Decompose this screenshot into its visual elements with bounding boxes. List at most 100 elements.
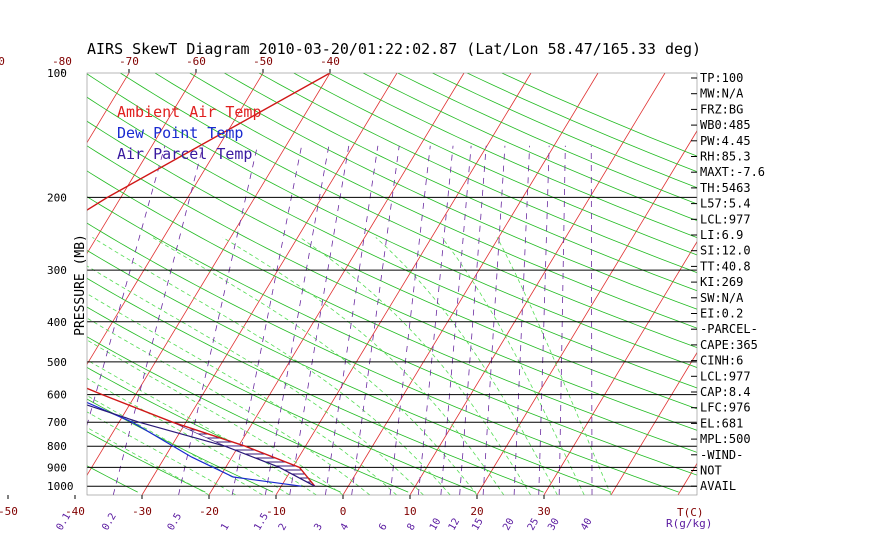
mixing-ratio-label: 2 — [277, 522, 290, 533]
stat-label: -WIND- — [700, 448, 743, 462]
bottom-tick-label: -40 — [65, 505, 85, 518]
isotherm-line — [342, 73, 599, 495]
bottom-tick-label: 20 — [470, 505, 483, 518]
dry-adiabat-line — [87, 120, 697, 410]
stats-panel: TP:100MW:N/AFRZ:BGWB0:485PW:4.45RH:85.3M… — [691, 71, 765, 493]
stat-label: WB0:485 — [700, 118, 751, 132]
stat-label: MPL:500 — [700, 432, 751, 446]
sounding-series — [87, 73, 331, 487]
mixing-ratio-label: 0.5 — [166, 511, 185, 532]
pressure-label: 500 — [47, 356, 67, 369]
top-tick-label: -50 — [253, 55, 273, 68]
isotherm-line — [208, 73, 465, 495]
stat-label: MW:N/A — [700, 87, 744, 101]
bottom-tick-label: 10 — [403, 505, 416, 518]
chart-title: AIRS SkewT Diagram 2010-03-20/01:22:02.8… — [87, 40, 701, 58]
pressure-label: 1000 — [47, 480, 74, 493]
stat-label: AVAIL — [700, 479, 736, 493]
mixing-ratio-lines — [87, 145, 593, 495]
isotherm-line — [543, 241, 697, 495]
dry-adiabat-line — [363, 73, 697, 221]
stat-label: TT:40.8 — [700, 259, 751, 273]
isobar-lines — [87, 196, 697, 487]
stat-label: LI:6.9 — [700, 228, 743, 242]
top-temp-ticks: -120-110-100-90-80-70-60-50-40 — [0, 55, 340, 73]
stat-label: RH:85.3 — [700, 150, 751, 164]
pressure-label: 600 — [47, 389, 67, 402]
dry-adiabat-line — [87, 196, 697, 476]
pressure-label: 700 — [47, 416, 67, 429]
pressure-label: 400 — [47, 316, 67, 329]
moist-adiabat-line — [87, 265, 424, 495]
legend-ambient-air-temp: Ambient Air Temp — [117, 103, 262, 121]
bottom-tick-label: -50 — [0, 505, 18, 518]
mixing-ratio-line — [417, 145, 454, 495]
cape-hatched-area — [172, 421, 316, 487]
bottom-tick-label: -30 — [132, 505, 152, 518]
stat-label: CAP:8.4 — [700, 385, 751, 399]
mixing-ratio-label: 40 — [579, 517, 595, 533]
moist-adiabat-line — [87, 293, 397, 495]
dry-adiabat-line — [328, 73, 697, 239]
moist-adiabat-line — [87, 395, 263, 495]
dry-adiabat-line — [397, 73, 697, 205]
bottom-tick-label: -20 — [199, 505, 219, 518]
pressure-label: 900 — [47, 461, 67, 474]
stat-label: -PARCEL- — [700, 322, 758, 336]
mixing-ratio-label: 0.2 — [100, 511, 119, 532]
y-axis-label: PRESSURE (MB) — [73, 234, 88, 336]
stat-label: CAPE:365 — [700, 338, 758, 352]
legend: Ambient Air Temp Dew Point Temp Air Parc… — [117, 103, 262, 163]
moist-adiabat-line — [87, 411, 237, 495]
dry-adiabat-line — [224, 73, 697, 292]
mixing-ratio-label: 3 — [312, 522, 325, 533]
pressure-axis-labels: 100 200 300 400 500 600 700 800 900 1000 — [47, 67, 74, 493]
mixing-ratio-line — [482, 145, 506, 495]
mixing-ratio-line — [440, 145, 472, 495]
pressure-label: 200 — [47, 191, 67, 204]
pressure-label: 100 — [47, 67, 67, 80]
mixing-ratio-label: 6 — [377, 522, 390, 533]
dry-adiabat-line — [87, 96, 697, 389]
mixing-ratio-line — [389, 145, 431, 495]
isotherm-line — [87, 73, 264, 366]
isotherm-line — [87, 73, 331, 476]
stat-label: CINH:6 — [700, 354, 743, 368]
bottom-tick-label: 30 — [537, 505, 550, 518]
stat-label: L57:5.4 — [700, 197, 751, 211]
isotherm-line — [275, 73, 532, 495]
mixing-ratio-line — [459, 145, 487, 495]
plot-frame — [86, 72, 698, 496]
moist-adiabat-line — [87, 359, 317, 495]
isotherm-line — [476, 130, 697, 495]
moist-adiabat-line — [222, 237, 505, 495]
mixing-ratio-label: 15 — [470, 517, 486, 533]
legend-air-parcel-temp: Air Parcel Temp — [117, 145, 252, 163]
bottom-temp-ticks: -50 -40 -30 -20 -10 0 10 20 30 — [0, 495, 551, 518]
mixing-ratio-line — [513, 145, 531, 495]
stat-label: TP:100 — [700, 71, 743, 85]
mixing-ratio-line — [324, 145, 379, 495]
moist-adiabat-line — [496, 237, 612, 495]
mixing-ratio-label: 10 — [428, 517, 444, 533]
mixing-ratio-line — [590, 145, 593, 495]
ambient-air-temp-line — [87, 73, 331, 487]
stat-label: MAXT:-7.6 — [700, 165, 765, 179]
dry-adiabat-line — [87, 73, 697, 368]
mixing-ratio-line — [87, 145, 166, 427]
moist-adiabat-line — [87, 377, 290, 495]
dry-adiabat-line — [467, 73, 697, 173]
dry-adiabat-line — [189, 73, 697, 310]
isotherm-line — [745, 73, 870, 495]
air-parcel-temp-line — [87, 404, 316, 487]
mixing-ratio-line — [112, 145, 204, 495]
dry-adiabat-line — [258, 73, 697, 274]
stat-label: PW:4.45 — [700, 134, 751, 148]
moist-adiabat-lines — [87, 237, 612, 495]
legend-dew-point-temp: Dew Point Temp — [117, 124, 243, 142]
bottom-tick-label: 0 — [340, 505, 347, 518]
top-tick-label: -40 — [320, 55, 340, 68]
stat-label: EI:0.2 — [700, 307, 743, 321]
stat-label: FRZ:BG — [700, 102, 743, 116]
bottom-temp-unit: T(C) — [677, 506, 704, 519]
